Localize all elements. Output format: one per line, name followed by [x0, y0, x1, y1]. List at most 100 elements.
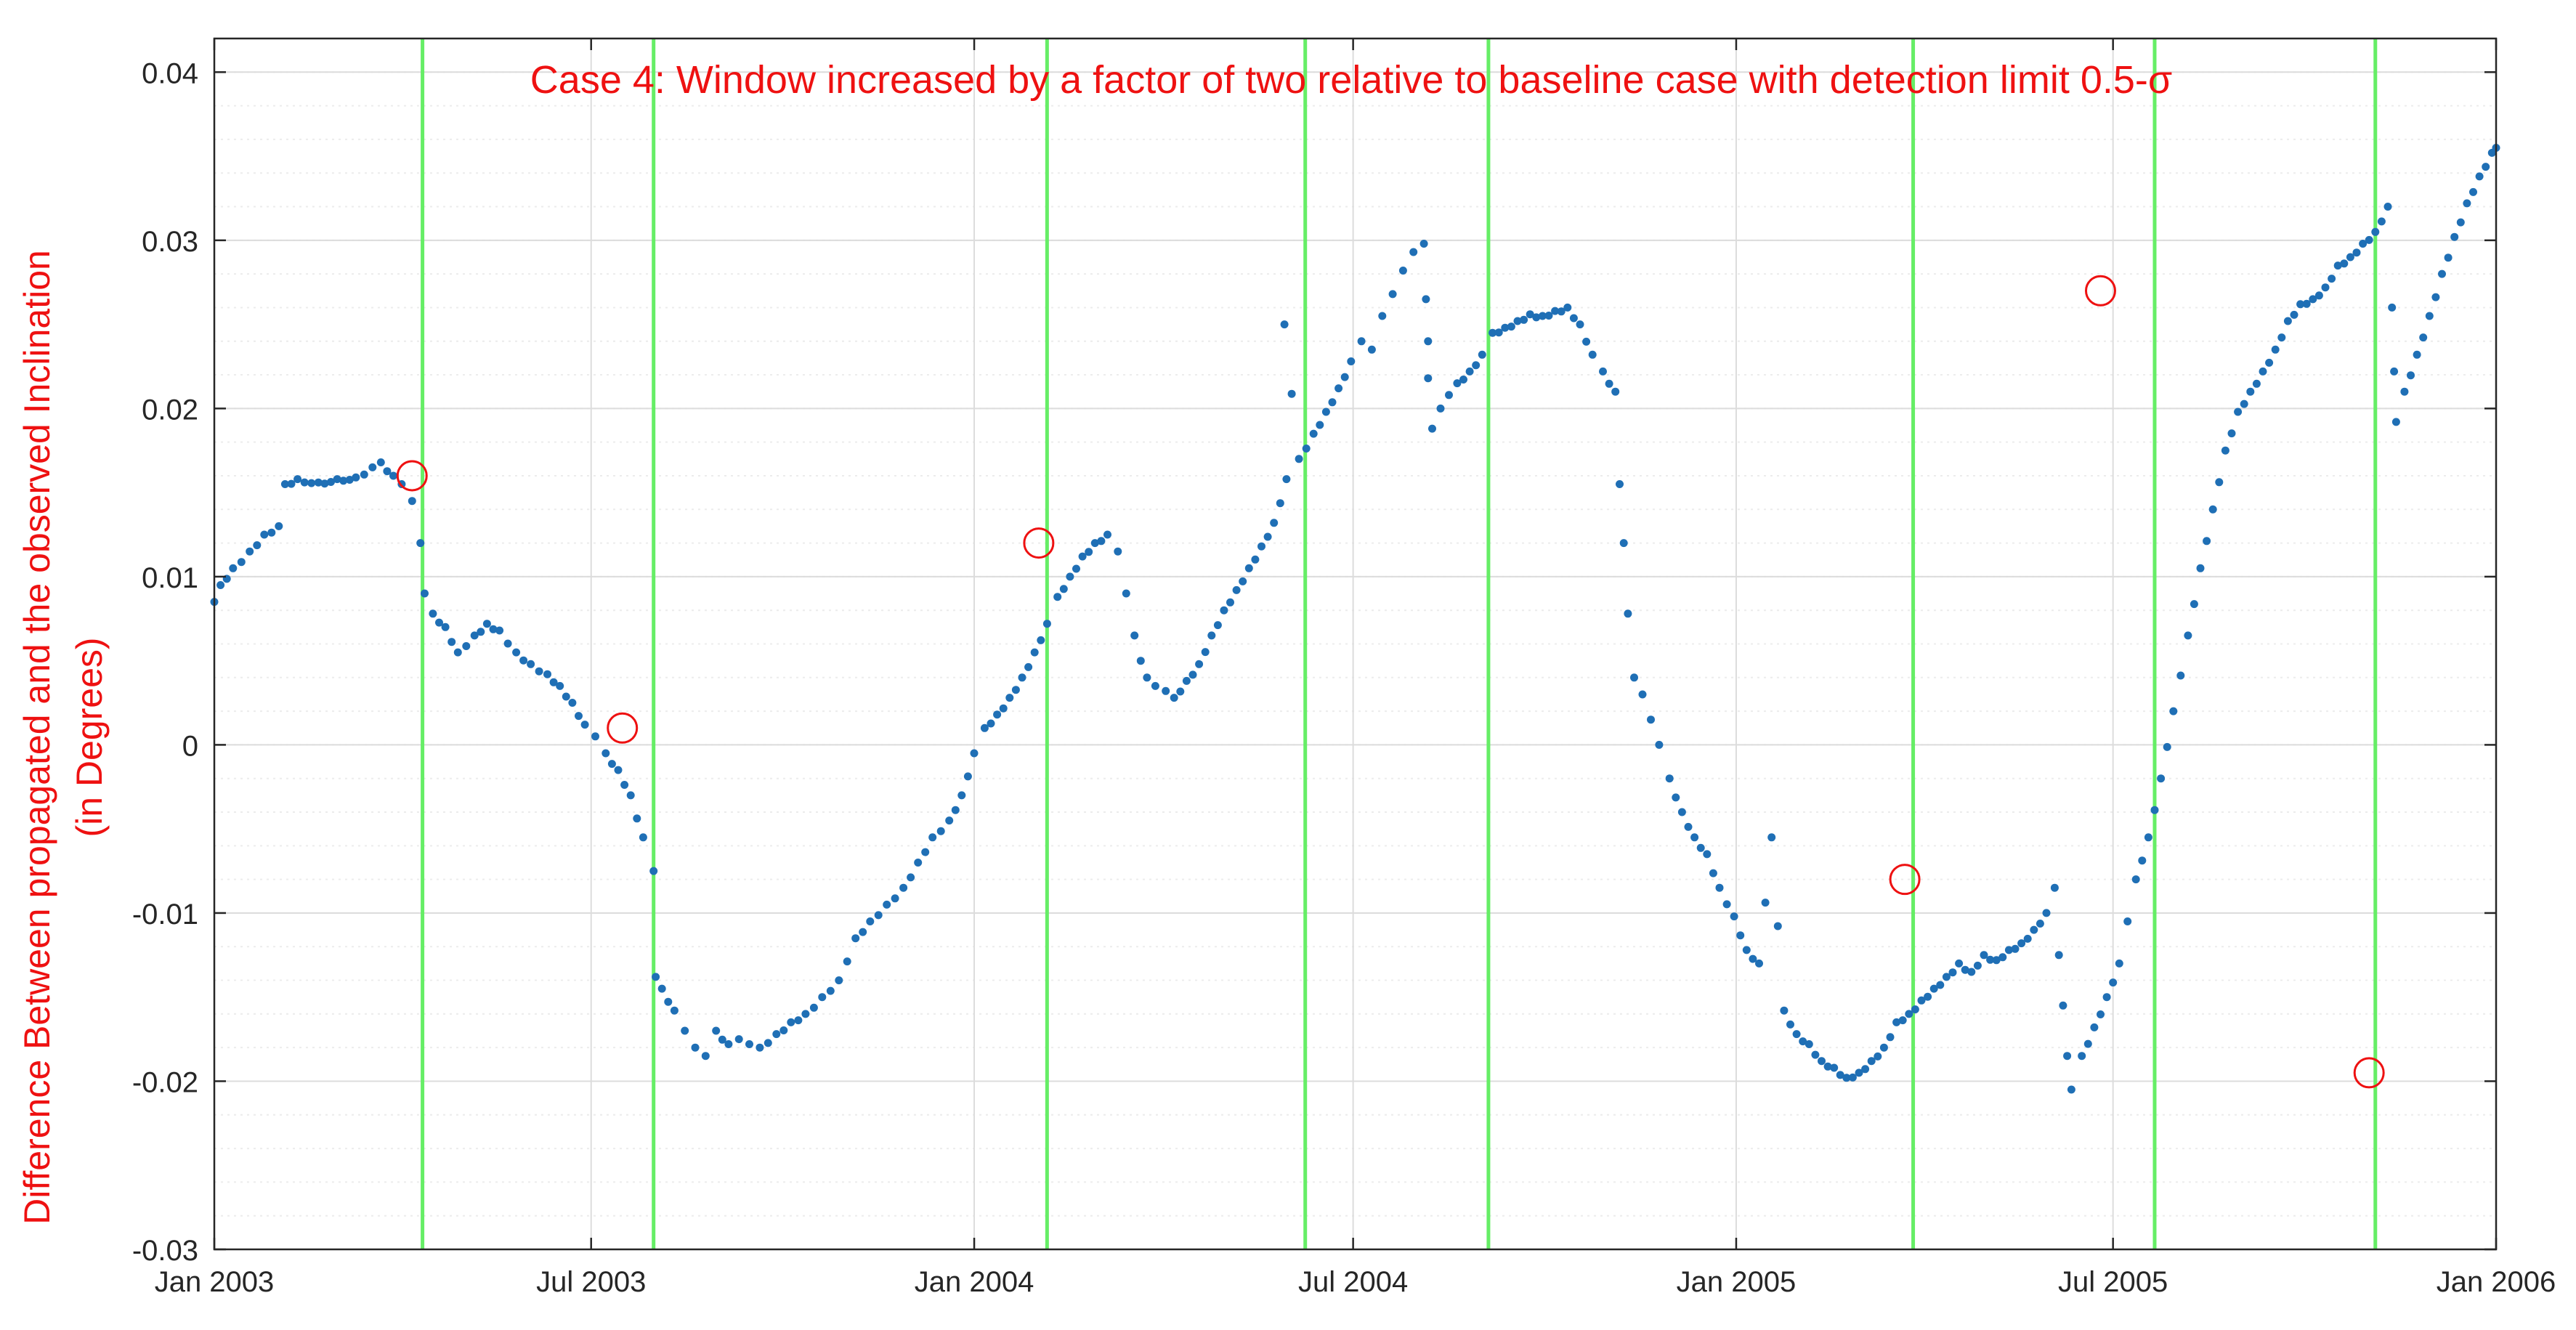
data-point: [1736, 931, 1745, 940]
data-point: [1767, 833, 1776, 842]
data-point: [2196, 564, 2205, 572]
x-tick-label: Jan 2004: [915, 1266, 1034, 1298]
data-point: [1557, 307, 1566, 316]
data-point: [1616, 480, 1624, 488]
data-point: [477, 628, 485, 636]
data-point: [556, 681, 564, 690]
data-point: [1655, 740, 1664, 749]
data-point: [2271, 345, 2280, 354]
data-point: [2388, 303, 2397, 312]
data-point: [345, 476, 354, 484]
data-point: [1282, 475, 1291, 484]
data-point: [1961, 965, 1969, 974]
data-point: [416, 539, 425, 548]
data-point: [626, 791, 635, 800]
data-point: [1576, 320, 1584, 329]
data-point: [1501, 323, 1510, 332]
data-point: [267, 528, 276, 537]
data-point: [1929, 984, 1938, 993]
data-point: [2234, 407, 2243, 416]
data-point: [2431, 293, 2440, 301]
data-point: [1176, 687, 1185, 696]
data-point: [1398, 267, 1407, 275]
data-point: [1151, 681, 1159, 690]
data-point: [1690, 833, 1699, 842]
data-point: [1588, 350, 1597, 359]
data-point: [2083, 1039, 2092, 1048]
data-point: [1709, 869, 1717, 877]
data-point: [1347, 357, 1356, 365]
data-point: [216, 581, 225, 589]
data-point: [2413, 350, 2421, 359]
data-point: [2377, 217, 2386, 226]
data-point: [2456, 218, 2465, 227]
data-point: [620, 781, 629, 789]
data-point: [503, 639, 512, 648]
data-point: [2346, 253, 2354, 261]
axes: [213, 37, 2498, 1251]
data-point: [936, 827, 945, 835]
data-point: [470, 631, 479, 640]
data-point: [649, 867, 658, 875]
data-point: [2215, 478, 2224, 487]
data-point: [429, 609, 437, 618]
data-point: [1742, 946, 1751, 954]
data-point: [1879, 1043, 1888, 1052]
data-point: [1792, 1030, 1801, 1039]
x-tick-label: Jul 2005: [2058, 1266, 2168, 1298]
data-point: [1053, 593, 1062, 601]
data-point: [1188, 670, 1197, 679]
data-point: [421, 589, 429, 598]
data-point: [2252, 379, 2261, 388]
data-point: [260, 530, 269, 539]
data-point: [1419, 240, 1428, 248]
y-tick-label: 0.04: [142, 57, 198, 89]
y-tick-label: -0.03: [132, 1235, 198, 1267]
data-point: [1459, 376, 1467, 384]
data-point: [2469, 187, 2477, 196]
data-point: [1162, 686, 1170, 695]
data-point: [701, 1052, 710, 1061]
data-point: [527, 660, 535, 668]
detection-circle: [607, 712, 639, 744]
data-point: [327, 478, 335, 486]
data-point: [1786, 1020, 1794, 1029]
data-point: [253, 541, 262, 550]
y-tick-label: -0.01: [132, 899, 198, 930]
data-point: [1024, 662, 1033, 671]
data-point: [1122, 589, 1130, 598]
data-point: [772, 1030, 781, 1039]
data-point: [2444, 254, 2453, 262]
data-point: [1037, 636, 1045, 644]
data-point: [275, 522, 283, 530]
data-point: [360, 470, 368, 479]
chart-title: Case 4: Window increased by a factor of …: [530, 58, 2172, 102]
data-point: [2203, 537, 2211, 546]
data-point: [2227, 429, 2236, 438]
data-point: [1942, 973, 1951, 981]
data-point: [543, 670, 551, 678]
x-tick-label: Jul 2003: [536, 1266, 646, 1298]
data-point: [945, 816, 954, 825]
detection-circle: [1889, 864, 1921, 896]
data-point: [1170, 694, 1178, 702]
data-point: [2290, 310, 2298, 319]
detection-circle: [2084, 275, 2116, 307]
data-point: [874, 911, 883, 920]
data-point: [891, 894, 899, 903]
data-point: [2309, 295, 2317, 304]
data-point: [1409, 248, 1418, 256]
data-point: [1544, 312, 1553, 320]
maneuver-lines: [421, 38, 2378, 1249]
data-point: [314, 478, 323, 487]
data-point: [712, 1026, 721, 1035]
data-point: [1886, 1033, 1895, 1042]
data-point: [2078, 1052, 2086, 1061]
data-point: [562, 692, 570, 701]
data-point: [2359, 240, 2368, 248]
data-point: [1295, 455, 1303, 463]
data-point: [1445, 391, 1453, 400]
data-point: [320, 479, 329, 488]
x-tick-label: Jan 2005: [1677, 1266, 1797, 1298]
